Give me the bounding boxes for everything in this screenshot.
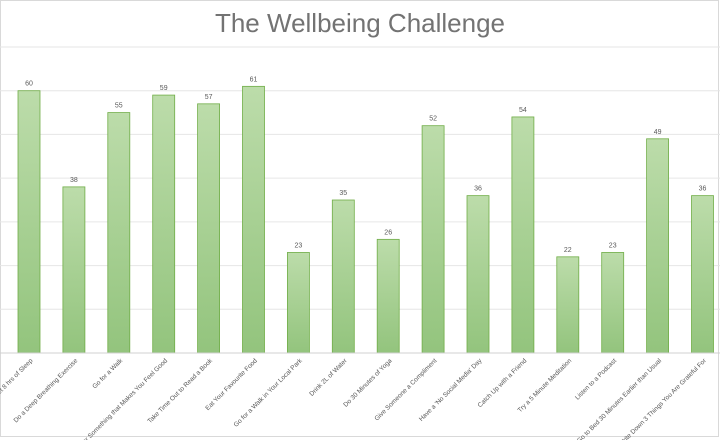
- x-tick-label: Go for a Walk: [91, 357, 124, 390]
- x-tick-label: Try a 5 Minute Meditation: [517, 357, 574, 414]
- data-label: 35: [339, 190, 347, 197]
- bar: [286, 252, 310, 354]
- x-tick-label: Go to Bed 30 Minutes Earlier than Usual: [576, 357, 664, 440]
- x-tick-label: Wear Something that Makes You Feel Good: [75, 357, 170, 440]
- x-tick-label: Catch Up with a Friend: [477, 357, 529, 409]
- x-tick-label: Write Down 3 Things You Are Grateful For: [618, 357, 709, 440]
- bar: [376, 238, 400, 354]
- x-tick-label: Listen to a Podcast: [574, 357, 618, 401]
- bar: [17, 90, 41, 354]
- data-label: 54: [519, 107, 527, 114]
- data-label: 23: [295, 242, 303, 249]
- bar: [556, 256, 580, 354]
- bar: [62, 186, 86, 354]
- x-tick-label: Do 30 Minutes of Yoga: [342, 357, 393, 408]
- data-label: 57: [205, 94, 213, 101]
- data-label: 55: [115, 103, 123, 110]
- bar: [152, 94, 176, 354]
- data-label: 23: [609, 242, 617, 249]
- bars: [17, 85, 714, 354]
- data-label: 26: [384, 229, 392, 236]
- chart-title: The Wellbeing Challenge: [214, 8, 506, 38]
- bar: [601, 252, 625, 354]
- data-label: 36: [699, 186, 707, 193]
- bar: [691, 195, 714, 354]
- x-tick-label: Drink 2L of Water: [308, 357, 349, 398]
- bar: [646, 138, 669, 354]
- data-label: 36: [474, 186, 482, 193]
- data-label: 49: [654, 129, 662, 136]
- data-labels: 60 38 55 59 57 61 23 35 26 52 36 54 22 23 49 36: [25, 76, 706, 253]
- bar: [331, 199, 355, 354]
- data-label: 22: [564, 247, 572, 254]
- data-label: 61: [250, 76, 258, 83]
- data-label: 60: [25, 81, 33, 88]
- x-tick-label: Get 8 hrs of Sleep: [0, 357, 35, 399]
- bar: [421, 125, 445, 354]
- data-label: 59: [160, 85, 168, 92]
- bar: [107, 112, 131, 354]
- bar: [466, 195, 490, 354]
- bar: [197, 103, 221, 354]
- x-tick-label: Eat Your Favourite Food: [204, 357, 259, 412]
- data-label: 38: [70, 177, 78, 184]
- bar: [242, 85, 265, 354]
- bar: [511, 116, 535, 354]
- data-label: 52: [429, 116, 437, 123]
